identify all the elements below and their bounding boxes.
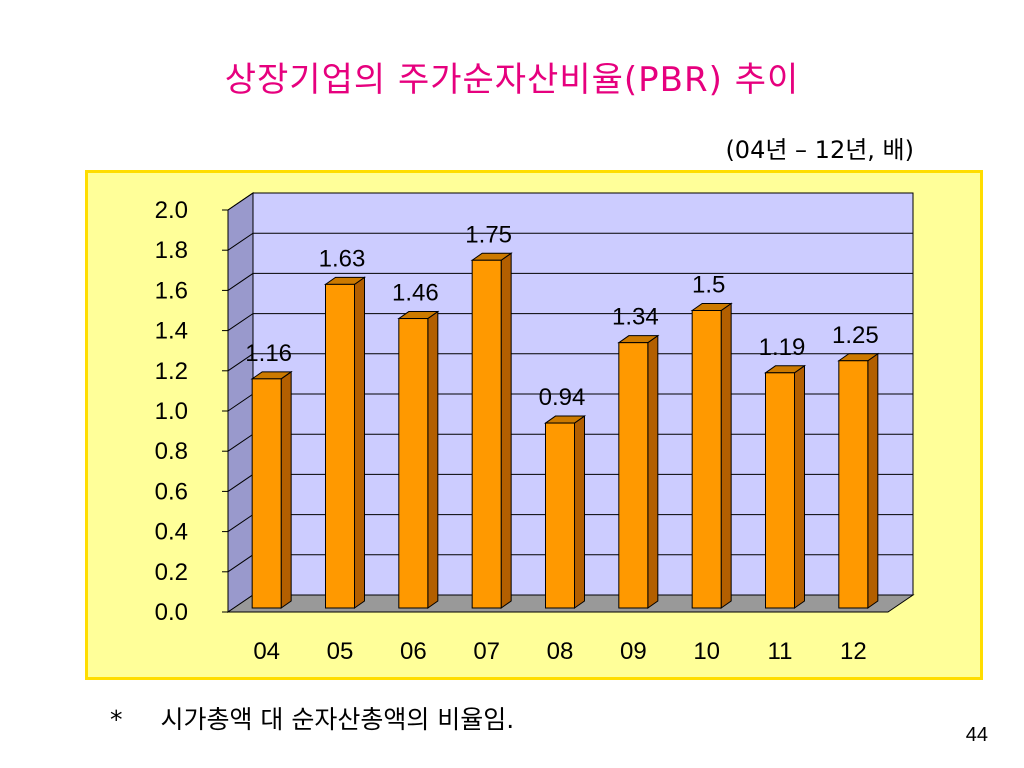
gridline	[227, 272, 913, 291]
slide-title: 상장기업의 주가순자산비율(PBR) 추이	[224, 60, 800, 100]
bar	[471, 259, 502, 609]
bar	[691, 310, 722, 609]
x-tick-label: 09	[620, 638, 647, 665]
footnote: * 시가총액 대 순자산총액의 비율임.	[110, 700, 514, 736]
data-label: 1.46	[392, 280, 439, 307]
x-tick-label: 11	[768, 638, 793, 665]
bar-side	[280, 370, 292, 609]
x-tick-label: 05	[327, 638, 354, 665]
footnote-text: 시가총액 대 순자산총액의 비율임.	[160, 705, 515, 734]
y-tick-label: 0.2	[155, 559, 188, 586]
x-tick-label: 04	[253, 638, 280, 665]
footnote-marker: *	[110, 705, 123, 734]
bar-side	[354, 276, 365, 609]
data-label: 1.34	[612, 304, 659, 331]
bar-side	[867, 352, 879, 609]
data-label: 1.19	[759, 334, 806, 361]
data-label: 1.25	[832, 322, 879, 349]
page-number: 44	[965, 724, 988, 746]
bar-side	[427, 310, 439, 609]
bar-side	[720, 302, 732, 609]
y-tick-label: 0.8	[155, 438, 188, 465]
x-tick-label: 07	[473, 638, 500, 665]
unit-label: (04년 – 12년, 배)	[725, 136, 914, 164]
x-tick-label: 08	[547, 638, 574, 665]
y-tick-label: 1.0	[155, 398, 188, 425]
y-tick-label: 1.4	[155, 318, 188, 345]
data-label: 1.16	[245, 340, 292, 367]
y-tick-label: 1.8	[155, 237, 188, 264]
bar	[325, 283, 355, 609]
y-tick-label: 0.0	[155, 599, 188, 626]
bar	[618, 342, 649, 609]
y-tick-label: 2.0	[155, 197, 188, 224]
y-tick-label: 0.4	[155, 519, 188, 546]
bar	[251, 378, 282, 609]
data-label: 1.5	[692, 272, 725, 299]
data-label: 1.63	[319, 245, 366, 272]
y-tick-label: 1.6	[155, 277, 188, 304]
bar-side	[794, 364, 805, 609]
gridline	[227, 232, 913, 251]
x-tick-label: 10	[693, 638, 720, 665]
data-label: 1.75	[465, 221, 512, 248]
gridline	[227, 192, 913, 211]
bar-side	[500, 252, 512, 609]
bar-side	[574, 415, 585, 609]
x-tick-label: 12	[840, 638, 867, 665]
bar	[545, 422, 575, 609]
bar	[838, 360, 869, 609]
bar	[765, 372, 795, 609]
y-tick-label: 1.2	[155, 358, 188, 385]
bar	[398, 318, 429, 609]
x-tick-label: 06	[400, 638, 427, 665]
data-label: 0.94	[539, 384, 586, 411]
y-tick-label: 0.6	[155, 478, 188, 505]
bar-side	[647, 334, 659, 609]
